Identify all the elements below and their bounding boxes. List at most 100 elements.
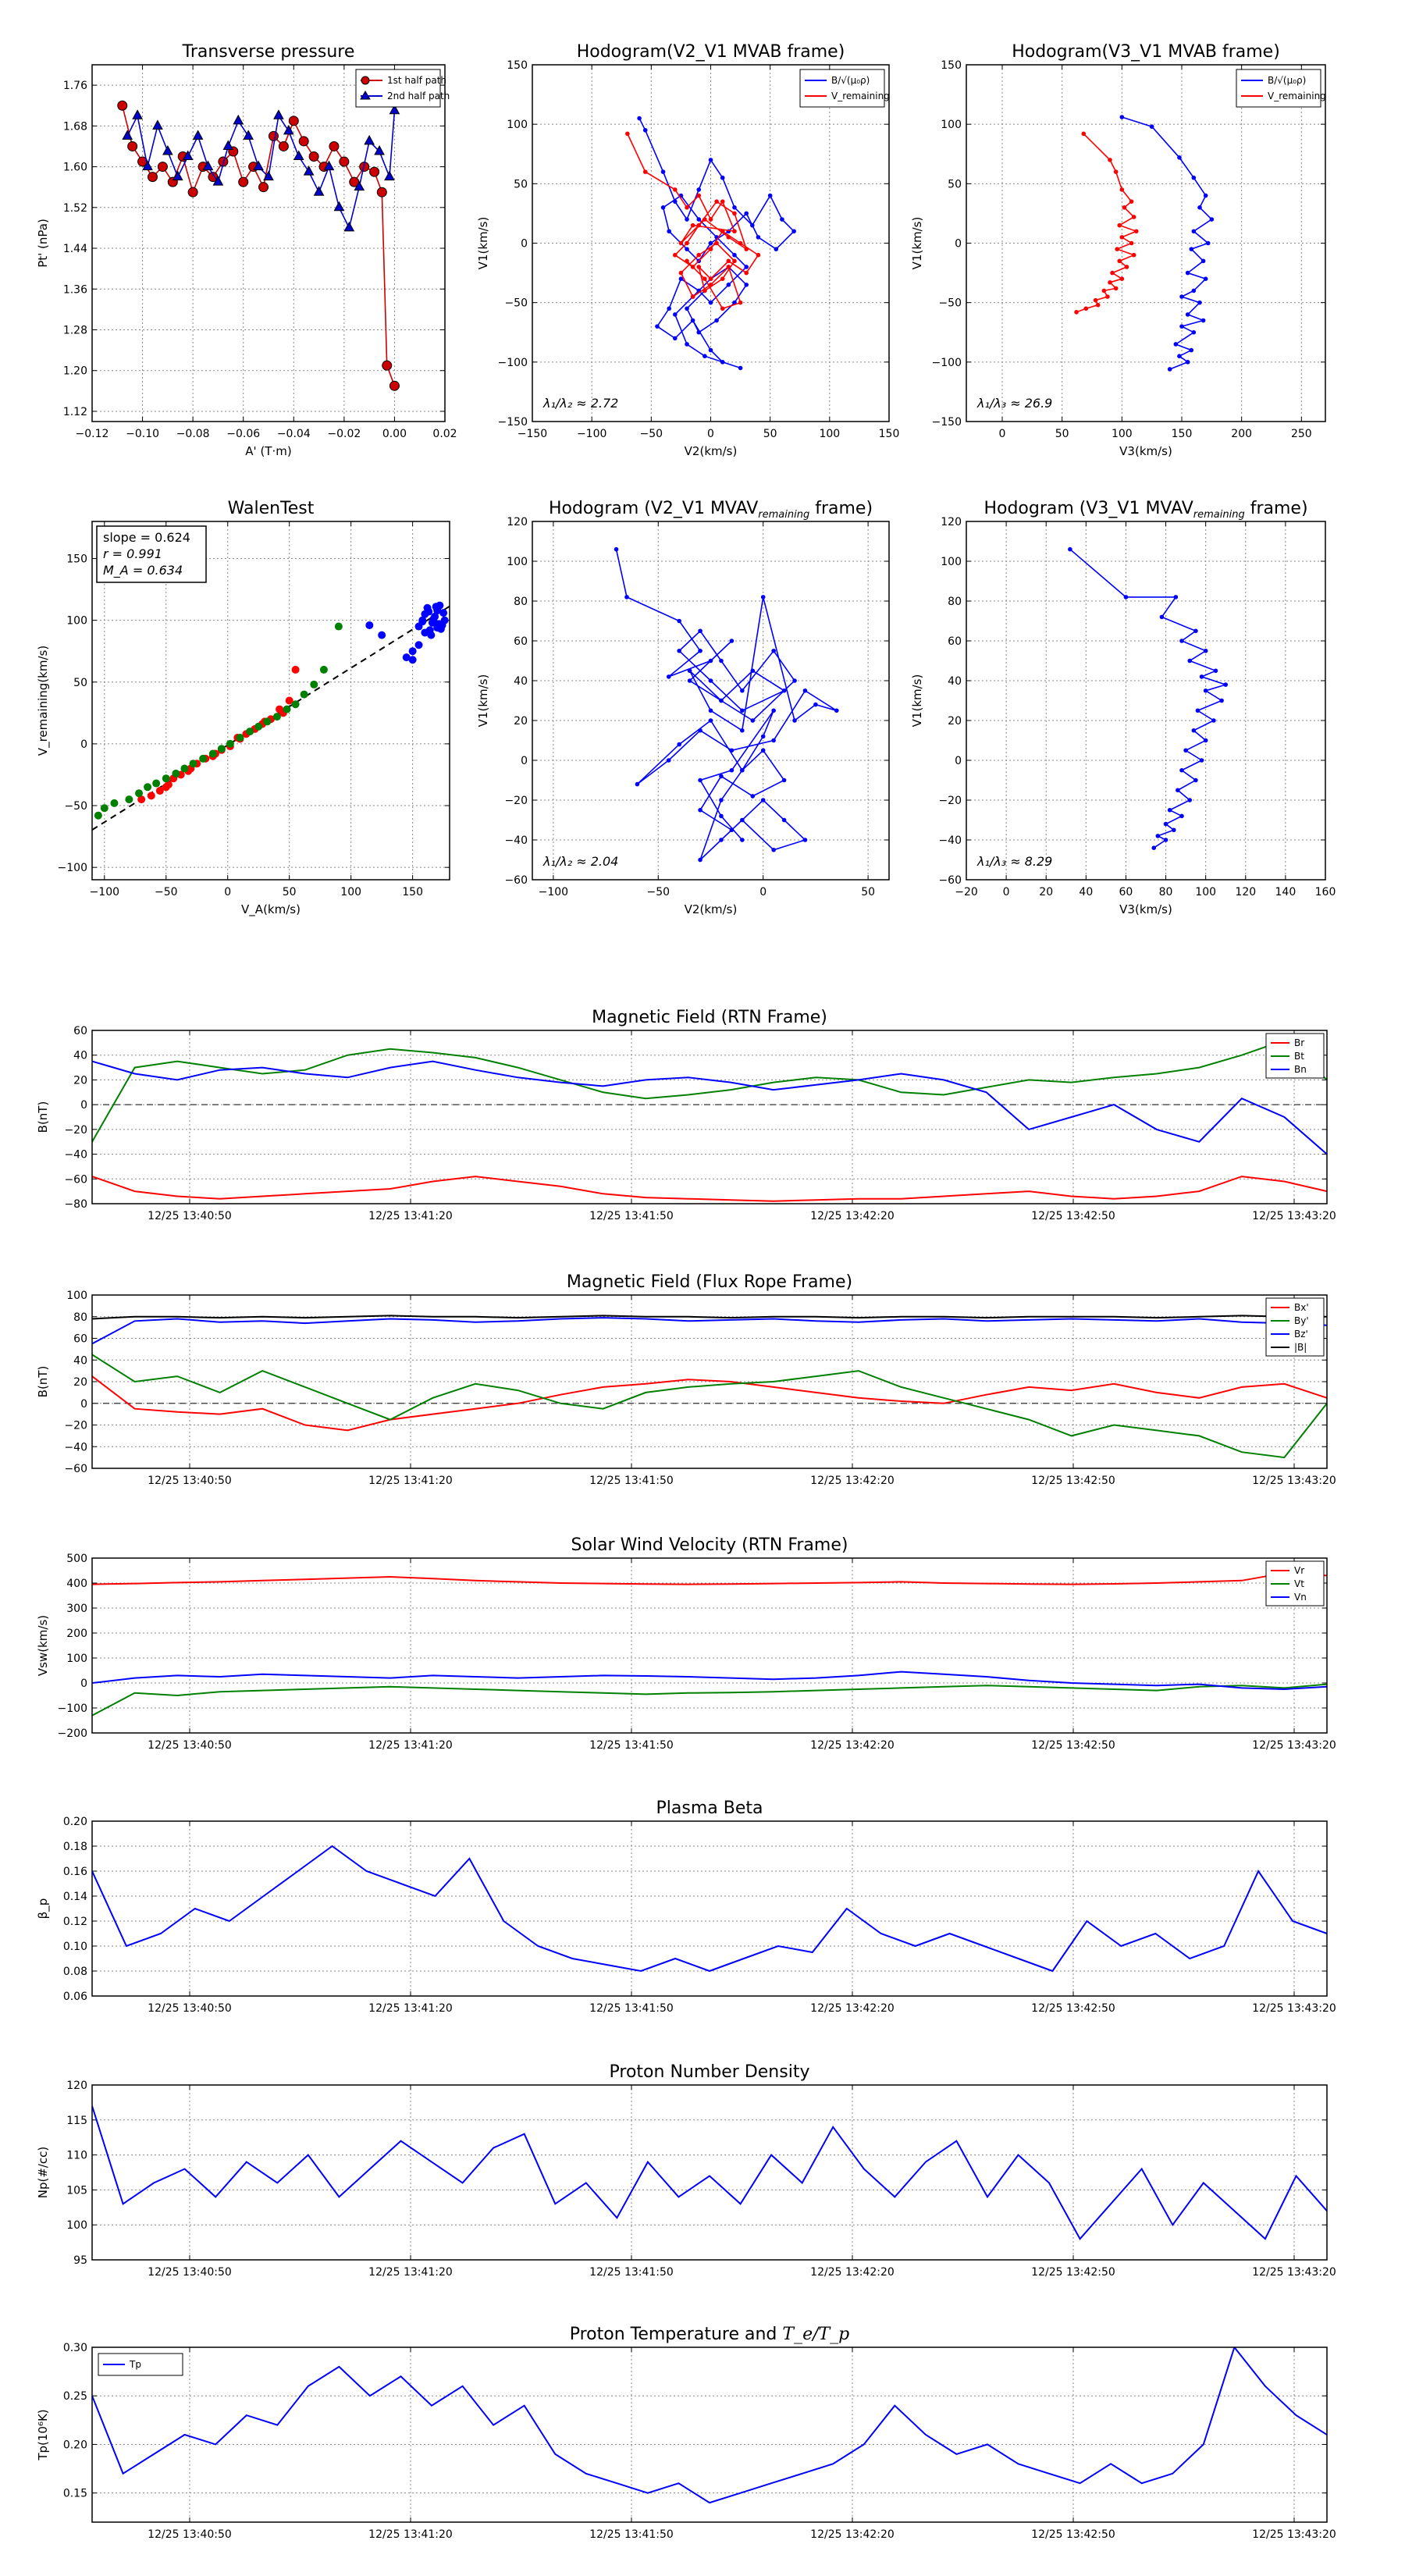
data-point	[1115, 247, 1119, 251]
data-point	[732, 211, 737, 216]
data-point	[117, 100, 128, 111]
data-point	[696, 217, 702, 222]
data-point	[1197, 205, 1202, 210]
x-tick-label: −20	[955, 886, 978, 898]
chart-title-text: Hodogram (V2_V1 MVAV	[549, 499, 758, 518]
series-x-component	[365, 601, 449, 664]
data-point	[719, 658, 724, 664]
x-tick-label: 0.00	[382, 428, 407, 440]
data-point	[1173, 342, 1179, 347]
data-layer	[625, 116, 796, 371]
data-point	[1179, 294, 1184, 299]
data-point	[740, 817, 745, 823]
data-point	[384, 170, 395, 181]
x-tick-label: 12/25 13:41:50	[589, 2266, 674, 2279]
data-point	[750, 222, 755, 228]
y-axis-label: V1(km/s)	[910, 217, 924, 270]
x-tick-label: 12/25 13:42:50	[1031, 1475, 1115, 1487]
legend: Bx' By' Bz' |B|	[1265, 1297, 1325, 1357]
data-point	[660, 205, 666, 210]
data-point	[740, 838, 745, 842]
series-line	[92, 1354, 1327, 1459]
data-point	[1191, 329, 1197, 335]
data-layer	[117, 100, 400, 391]
data-point	[720, 175, 725, 180]
series-tp	[92, 2347, 1327, 2504]
data-point	[673, 187, 678, 192]
chart-title: Solar Wind Velocity (RTN Frame)	[571, 1535, 848, 1555]
series-line	[92, 1039, 1327, 1143]
data-point	[738, 240, 743, 246]
data-point	[172, 170, 183, 181]
legend-label: Bt	[1294, 1051, 1304, 1062]
data-point	[614, 546, 619, 552]
y-tick-label: 150	[66, 553, 87, 565]
data-point	[1185, 360, 1190, 365]
data-point	[1074, 310, 1079, 315]
legend-label: 1st half path	[387, 75, 446, 86]
chart-title: Proton Temperature and T_e/T_p	[570, 2325, 850, 2344]
x-tick-label: −100	[90, 886, 119, 898]
y-tick-label: 0.06	[63, 1991, 87, 2003]
data-point	[1191, 288, 1197, 294]
data-point	[690, 265, 695, 269]
x-tick-label: 250	[1291, 428, 1312, 440]
chart-hodogram-v3v1-mvab: 0 50 100 150 200 250 −150 −100 −50 0 50 100 150 Hodog…	[910, 42, 1326, 458]
y-tick-label: 80	[73, 1311, 87, 1324]
x-tick-label: 50	[861, 886, 875, 898]
data-point	[708, 217, 713, 222]
data-point	[182, 150, 194, 161]
y-tick-label: 20	[948, 715, 962, 728]
series-np	[92, 2105, 1327, 2240]
data-point	[152, 119, 163, 130]
chart-title-text: Magnetic Field (Flux Rope Frame)	[567, 1272, 852, 1292]
data-point	[258, 182, 269, 193]
chart-hodogram-v3v1-mvav: −20 0 20 40 60 80 100 120 140 160 −60 −40 −20 0 20 40 60…	[910, 499, 1336, 916]
data-point	[187, 187, 198, 197]
x-tick-label: 150	[402, 886, 423, 898]
x-axis-label: V2(km/s)	[685, 444, 738, 458]
y-axis-label: V1(km/s)	[476, 217, 490, 270]
data-point	[323, 160, 335, 171]
data-point	[1203, 688, 1208, 693]
y-tick-label: −60	[938, 874, 962, 887]
y-tick-label: −50	[64, 800, 87, 813]
eigenvalue-ratio: λ₁/λ₂ ≈ 2.04	[542, 854, 618, 869]
chart-title-text: WalenTest	[228, 499, 315, 518]
chart-title-subscript: remaining	[1193, 509, 1245, 521]
data-point	[1219, 698, 1224, 703]
chart-title-text: Hodogram(V3_V1 MVAB frame)	[1012, 42, 1280, 62]
x-tick-label: 50	[1055, 428, 1069, 440]
data-point	[714, 240, 719, 246]
data-point	[1203, 648, 1208, 653]
data-point	[732, 229, 737, 234]
data-layer	[92, 2105, 1327, 2240]
data-point	[246, 728, 254, 736]
x-tick-label: 150	[1172, 428, 1193, 440]
legend-label: Bz'	[1294, 1329, 1308, 1340]
series-line	[627, 133, 759, 310]
data-point	[781, 688, 787, 693]
data-point	[708, 678, 713, 683]
y-tick-label: 1.68	[63, 120, 87, 133]
data-layer	[92, 2347, 1327, 2504]
data-point	[142, 160, 153, 171]
y-tick-label: 80	[948, 596, 962, 608]
data-point	[708, 276, 713, 282]
data-point	[702, 217, 707, 222]
x-tick-label: 12/25 13:42:20	[810, 2266, 895, 2279]
data-point	[1119, 235, 1125, 240]
data-point	[760, 798, 766, 802]
stats-box	[96, 525, 207, 583]
x-tick-label: 120	[1235, 886, 1256, 898]
data-point	[1119, 115, 1125, 119]
data-point	[696, 329, 702, 335]
y-tick-label: 1.60	[63, 162, 87, 174]
x-tick-label: −50	[647, 886, 670, 898]
legend-label: V_remaining	[831, 91, 890, 101]
chart-walen-test: −100 −50 0 50 100 150 −100 −50 0 50 100 150 WalenTes…	[36, 499, 450, 917]
chart-title: Proton Number Density	[610, 2062, 810, 2082]
data-point	[1211, 718, 1216, 723]
plot-border	[966, 64, 1326, 422]
